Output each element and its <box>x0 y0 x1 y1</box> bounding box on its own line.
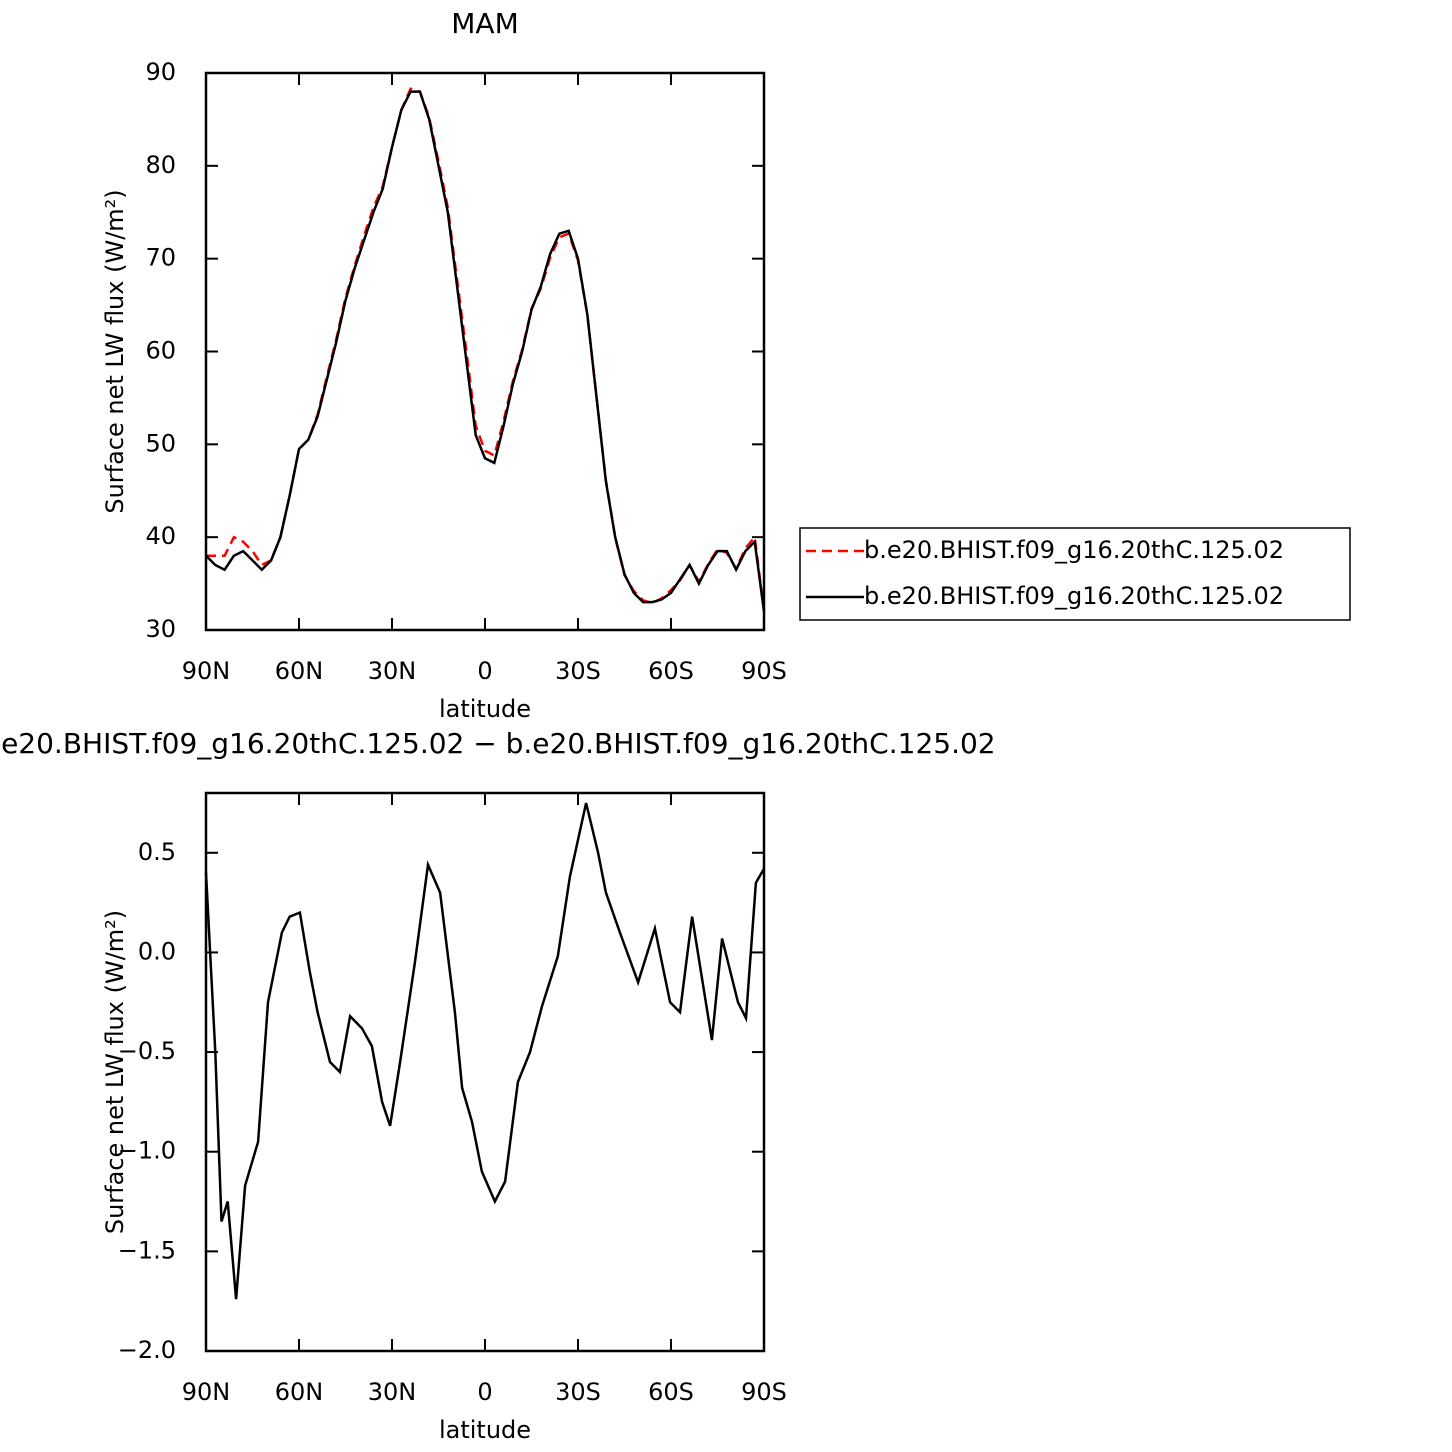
x-tick-label: 60S <box>648 657 694 685</box>
y-tick-label: 60 <box>145 337 176 365</box>
y-tick-label: 40 <box>145 522 176 550</box>
x-tick-label: 90S <box>741 657 787 685</box>
x-tick-label: 60S <box>648 1378 694 1406</box>
x-tick-label: 60N <box>275 1378 324 1406</box>
y-tick-label: 50 <box>145 429 176 457</box>
y-tick-label: −0.5 <box>118 1037 176 1065</box>
data-line <box>206 87 766 612</box>
x-axis-label: latitude <box>439 695 531 723</box>
y-tick-label: 0.0 <box>138 937 176 965</box>
y-tick-label: 30 <box>145 615 176 643</box>
y-tick-label: −2.0 <box>118 1336 176 1364</box>
chart-title: b.e20.BHIST.f09_g16.20thC.125.02 − b.e20… <box>0 727 996 760</box>
plot-frame <box>204 791 766 1353</box>
data-line <box>204 802 766 1300</box>
x-tick-label: 30N <box>368 1378 417 1406</box>
plot-frame <box>204 71 766 632</box>
y-tick-label: 90 <box>145 58 176 86</box>
x-tick-label: 30N <box>368 657 417 685</box>
y-tick-label: 80 <box>145 151 176 179</box>
y-tick-label: 70 <box>145 244 176 272</box>
y-axis-label: Surface net LW flux (W/m²) <box>101 189 129 513</box>
legend-label: b.e20.BHIST.f09_g16.20thC.125.02 <box>864 536 1284 564</box>
y-axis-label: Surface net LW flux (W/m²) <box>101 910 129 1234</box>
x-tick-label: 90N <box>182 1378 231 1406</box>
x-tick-label: 60N <box>275 657 324 685</box>
chart-title: MAM <box>451 7 518 40</box>
x-tick-label: 30S <box>555 1378 601 1406</box>
x-axis-label: latitude <box>439 1416 531 1444</box>
data-line <box>205 90 766 612</box>
x-tick-label: 30S <box>555 657 601 685</box>
legend-label: b.e20.BHIST.f09_g16.20thC.125.02 <box>864 582 1284 610</box>
legend-box <box>799 527 1351 621</box>
x-tick-label: 0 <box>477 657 492 685</box>
y-tick-label: −1.5 <box>118 1236 176 1264</box>
x-tick-label: 0 <box>477 1378 492 1406</box>
x-tick-label: 90N <box>182 657 231 685</box>
x-tick-label: 90S <box>741 1378 787 1406</box>
y-tick-label: −1.0 <box>118 1137 176 1165</box>
y-tick-label: 0.5 <box>138 838 176 866</box>
